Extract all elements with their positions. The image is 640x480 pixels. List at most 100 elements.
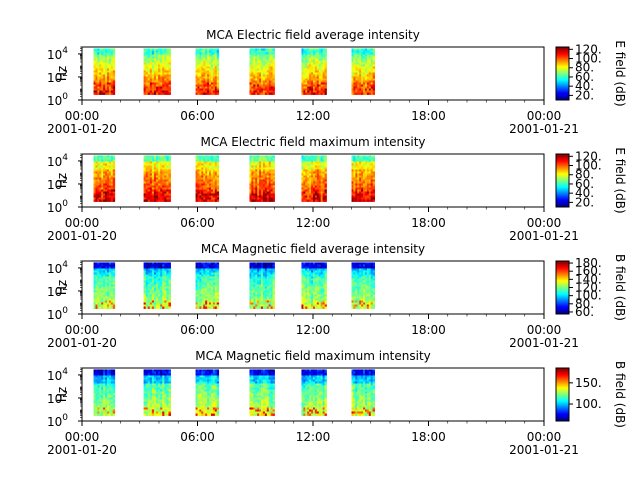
x-tick-label: 00:00 (65, 430, 100, 444)
x-tick-label: 00:00 (65, 109, 100, 123)
colorbar-label: E field (dB) (613, 40, 627, 106)
colorbar-tick-label: 60. (575, 70, 594, 84)
colorbar-label: B field (dB) (613, 361, 627, 428)
colorbar-tick-label: 180. (575, 256, 602, 270)
panel-1: MCA Electric field average intensity 100 1… (47, 28, 627, 136)
x-tick-label: 06:00 (180, 109, 215, 123)
x-tick-label: 18:00 (411, 216, 446, 230)
panel-4: MCA Magnetic field maximum intensity 100 1… (47, 349, 627, 457)
x-tick-label: 18:00 (411, 109, 446, 123)
x-tick-label: 00:00 (527, 323, 562, 337)
x-tick-label: 12:00 (296, 323, 331, 337)
data-block (143, 48, 171, 95)
x-date-end: 2001-01-21 (509, 229, 579, 243)
colorbar-tick-label: 100. (575, 397, 602, 411)
x-date-start: 2001-01-20 (47, 229, 117, 243)
data-block (143, 155, 171, 202)
y-axis-label: Hz (55, 66, 69, 81)
x-tick-label: 00:00 (527, 430, 562, 444)
y-tick-label: 104 (47, 46, 68, 62)
data-block (351, 155, 375, 202)
colorbar-tick-label: 150. (575, 376, 602, 390)
y-tick-label: 104 (47, 153, 68, 169)
data-block (301, 369, 327, 416)
y-axis-label: Hz (55, 173, 69, 188)
colorbar-tick-label: 80. (575, 61, 594, 75)
data-block (195, 369, 220, 416)
data-block (143, 369, 171, 416)
panel-2: MCA Electric field maximum intensity 100 1… (47, 135, 627, 243)
y-tick-label: 100 (47, 306, 68, 322)
colorbar-frame (555, 153, 570, 208)
colorbar-tick-label: 80. (575, 168, 594, 182)
data-block (301, 155, 327, 202)
x-date-start: 2001-01-20 (47, 443, 117, 457)
colorbar-tick-label: 40. (575, 186, 594, 200)
y-tick-label: 104 (47, 367, 68, 383)
colorbar-tick-label: 60. (575, 305, 594, 319)
y-tick-label: 102 (47, 176, 68, 192)
colorbar-tick-label: 60. (575, 177, 594, 191)
colorbar-label: B field (dB) (613, 254, 627, 321)
colorbar-tick-label: 100. (575, 289, 602, 303)
colorbar-frame (555, 367, 570, 422)
data-block (249, 262, 275, 309)
colorbar: 100. 150. B field (dB) (555, 361, 627, 428)
data-block (249, 155, 275, 202)
data-block (93, 155, 116, 202)
data-block (195, 48, 220, 95)
colorbar: 20.40.60.80.100.120. E field (dB) (555, 40, 627, 107)
data-block (93, 369, 116, 416)
y-tick-label: 100 (47, 413, 68, 429)
colorbar-frame (555, 46, 570, 101)
x-tick-label: 12:00 (296, 109, 331, 123)
chart-title: MCA Magnetic field average intensity (201, 242, 425, 256)
x-tick-label: 06:00 (180, 216, 215, 230)
x-date-end: 2001-01-21 (509, 443, 579, 457)
y-tick-label: 100 (47, 199, 68, 215)
data-block (93, 262, 116, 309)
colorbar: 60.80.100.120.140.160.180. B field (dB) (555, 254, 627, 321)
x-date-start: 2001-01-20 (47, 336, 117, 350)
colorbar-tick-label: 80. (575, 297, 594, 311)
panel-3: MCA Magnetic field average intensity 100 1… (47, 242, 627, 350)
x-date-end: 2001-01-21 (509, 336, 579, 350)
x-tick-label: 18:00 (411, 323, 446, 337)
colorbar-tick-label: 140. (575, 272, 602, 286)
data-block (351, 369, 375, 416)
colorbar-label: E field (dB) (613, 147, 627, 213)
x-tick-label: 12:00 (296, 430, 331, 444)
y-tick-label: 102 (47, 390, 68, 406)
data-block (143, 262, 171, 309)
chart-title: MCA Magnetic field maximum intensity (195, 349, 431, 363)
x-tick-label: 00:00 (527, 109, 562, 123)
colorbar-tick-label: 100. (575, 159, 602, 173)
x-date-end: 2001-01-21 (509, 122, 579, 136)
data-block (93, 48, 116, 95)
data-block (351, 262, 375, 309)
colorbar-tick-label: 120. (575, 42, 602, 56)
x-tick-label: 06:00 (180, 323, 215, 337)
data-block (195, 262, 220, 309)
colorbar-tick-label: 20. (575, 88, 594, 102)
data-block (195, 155, 220, 202)
data-block (301, 48, 327, 95)
x-date-start: 2001-01-20 (47, 122, 117, 136)
x-tick-label: 12:00 (296, 216, 331, 230)
colorbar-tick-label: 120. (575, 281, 602, 295)
x-tick-label: 18:00 (411, 430, 446, 444)
colorbar-tick-label: 40. (575, 79, 594, 93)
colorbar-tick-label: 20. (575, 195, 594, 209)
colorbar-tick-label: 120. (575, 149, 602, 163)
data-block (249, 48, 275, 95)
y-tick-label: 104 (47, 260, 68, 276)
x-tick-label: 06:00 (180, 430, 215, 444)
colorbar: 20.40.60.80.100.120. E field (dB) (555, 147, 627, 214)
x-tick-label: 00:00 (527, 216, 562, 230)
y-tick-label: 100 (47, 92, 68, 108)
colorbar-tick-label: 100. (575, 52, 602, 66)
x-tick-label: 00:00 (65, 323, 100, 337)
y-axis-label: Hz (55, 387, 69, 402)
data-block (249, 369, 275, 416)
